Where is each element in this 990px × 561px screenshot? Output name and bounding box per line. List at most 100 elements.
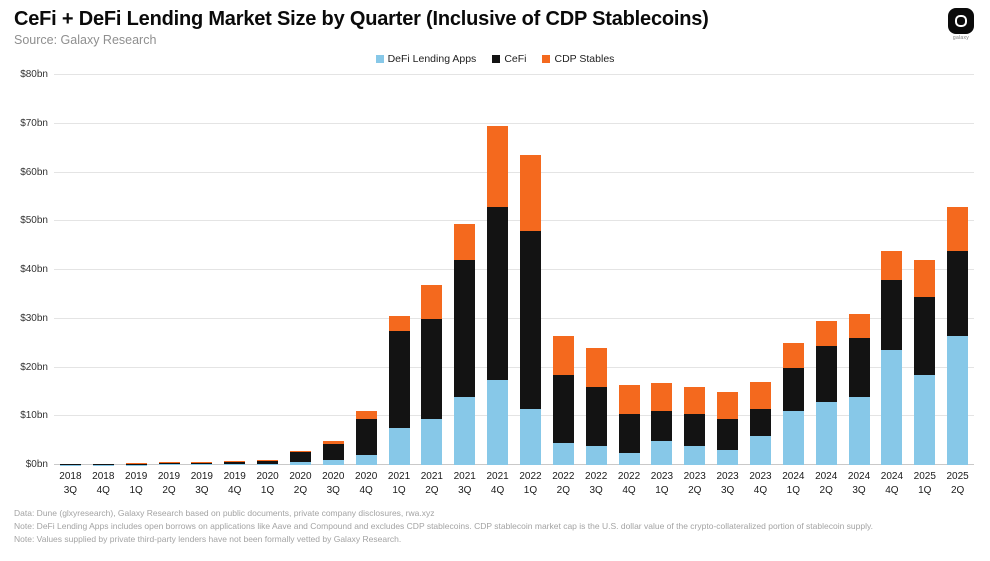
stacked-bar-2020-4Q[interactable] [355, 75, 377, 465]
stacked-bar-2019-2Q[interactable] [158, 75, 180, 465]
stacked-bar-2022-2Q[interactable] [552, 75, 574, 465]
bar-segment-cdp-stables[interactable] [881, 250, 903, 280]
bar-segment-cefi[interactable] [92, 464, 114, 465]
bar-segment-defi-lending-apps[interactable] [388, 428, 410, 465]
bar-segment-cdp-stables[interactable] [388, 316, 410, 331]
bar-segment-defi-lending-apps[interactable] [585, 445, 607, 465]
bar-segment-cdp-stables[interactable] [914, 260, 936, 297]
bar-segment-defi-lending-apps[interactable] [947, 335, 969, 465]
bar-segment-cdp-stables[interactable] [552, 335, 574, 375]
bar-segment-cefi[interactable] [257, 461, 279, 464]
stacked-bar-2023-3Q[interactable] [717, 75, 739, 465]
bar-segment-cdp-stables[interactable] [947, 206, 969, 251]
bar-segment-defi-lending-apps[interactable] [651, 440, 673, 465]
stacked-bar-2021-2Q[interactable] [421, 75, 443, 465]
bar-segment-cefi[interactable] [487, 206, 509, 380]
bar-segment-cdp-stables[interactable] [815, 321, 837, 346]
bar-segment-cdp-stables[interactable] [224, 461, 246, 463]
bar-segment-cefi[interactable] [355, 418, 377, 456]
bar-segment-cefi[interactable] [388, 330, 410, 429]
stacked-bar-2019-4Q[interactable] [224, 75, 246, 465]
bar-segment-cefi[interactable] [519, 231, 541, 409]
bar-segment-cefi[interactable] [815, 345, 837, 402]
stacked-bar-2022-3Q[interactable] [585, 75, 607, 465]
stacked-bar-2025-2Q[interactable] [947, 75, 969, 465]
bar-segment-defi-lending-apps[interactable] [257, 463, 279, 465]
stacked-bar-2022-4Q[interactable] [618, 75, 640, 465]
stacked-bar-2020-2Q[interactable] [289, 75, 311, 465]
bar-segment-cefi[interactable] [585, 387, 607, 446]
stacked-bar-2021-1Q[interactable] [388, 75, 410, 465]
stacked-bar-2023-1Q[interactable] [651, 75, 673, 465]
stacked-bar-2021-4Q[interactable] [487, 75, 509, 465]
stacked-bar-2018-3Q[interactable] [59, 75, 81, 465]
bar-segment-defi-lending-apps[interactable] [914, 374, 936, 465]
stacked-bar-2024-3Q[interactable] [848, 75, 870, 465]
bar-segment-defi-lending-apps[interactable] [552, 443, 574, 465]
bar-segment-cdp-stables[interactable] [355, 411, 377, 419]
bar-segment-cdp-stables[interactable] [322, 440, 344, 445]
bar-segment-defi-lending-apps[interactable] [848, 396, 870, 465]
bar-segment-defi-lending-apps[interactable] [289, 462, 311, 465]
bar-segment-defi-lending-apps[interactable] [158, 464, 180, 465]
stacked-bar-2019-3Q[interactable] [191, 75, 213, 465]
bar-segment-cdp-stables[interactable] [257, 460, 279, 462]
bar-segment-cdp-stables[interactable] [717, 391, 739, 419]
bar-segment-cefi[interactable] [158, 462, 180, 465]
bar-segment-cefi[interactable] [947, 250, 969, 336]
bar-segment-cdp-stables[interactable] [289, 450, 311, 453]
bar-segment-cefi[interactable] [684, 413, 706, 446]
bar-segment-cefi[interactable] [782, 367, 804, 412]
legend-item-cefi[interactable]: CeFi [492, 53, 526, 65]
bar-segment-cefi[interactable] [322, 444, 344, 461]
bar-segment-defi-lending-apps[interactable] [355, 455, 377, 465]
bar-segment-defi-lending-apps[interactable] [881, 350, 903, 465]
bar-segment-defi-lending-apps[interactable] [782, 411, 804, 465]
bar-segment-cdp-stables[interactable] [454, 223, 476, 261]
bar-segment-cefi[interactable] [454, 260, 476, 397]
stacked-bar-2024-4Q[interactable] [881, 75, 903, 465]
stacked-bar-2023-2Q[interactable] [684, 75, 706, 465]
bar-segment-cefi[interactable] [191, 462, 213, 465]
bar-segment-defi-lending-apps[interactable] [454, 396, 476, 465]
bar-segment-cdp-stables[interactable] [487, 126, 509, 207]
stacked-bar-2018-4Q[interactable] [92, 75, 114, 465]
legend-item-defi-lending-apps[interactable]: DeFi Lending Apps [375, 53, 476, 65]
stacked-bar-2022-1Q[interactable] [519, 75, 541, 465]
bar-segment-defi-lending-apps[interactable] [322, 460, 344, 465]
bar-segment-defi-lending-apps[interactable] [749, 435, 771, 465]
bar-segment-cdp-stables[interactable] [651, 383, 673, 412]
bar-segment-cdp-stables[interactable] [519, 155, 541, 231]
bar-segment-cefi[interactable] [421, 318, 443, 419]
bar-segment-cefi[interactable] [125, 463, 147, 465]
bar-segment-cefi[interactable] [651, 411, 673, 441]
bar-segment-cefi[interactable] [848, 338, 870, 397]
bar-segment-cdp-stables[interactable] [749, 382, 771, 409]
bar-segment-defi-lending-apps[interactable] [191, 464, 213, 465]
stacked-bar-2020-1Q[interactable] [257, 75, 279, 465]
bar-segment-defi-lending-apps[interactable] [421, 418, 443, 465]
bar-segment-cdp-stables[interactable] [585, 348, 607, 387]
bar-segment-cdp-stables[interactable] [848, 313, 870, 339]
legend-item-cdp-stables[interactable]: CDP Stables [542, 53, 614, 65]
bar-segment-cdp-stables[interactable] [618, 384, 640, 414]
bar-segment-defi-lending-apps[interactable] [519, 408, 541, 465]
bar-segment-defi-lending-apps[interactable] [717, 450, 739, 465]
stacked-bar-2020-3Q[interactable] [322, 75, 344, 465]
bar-segment-cdp-stables[interactable] [421, 284, 443, 319]
stacked-bar-2019-1Q[interactable] [125, 75, 147, 465]
bar-segment-cefi[interactable] [881, 279, 903, 351]
bar-segment-cdp-stables[interactable] [684, 387, 706, 414]
bar-segment-cefi[interactable] [552, 374, 574, 444]
bar-segment-cefi[interactable] [717, 418, 739, 451]
bar-segment-cefi[interactable] [914, 296, 936, 375]
bar-segment-defi-lending-apps[interactable] [487, 379, 509, 465]
bar-segment-defi-lending-apps[interactable] [618, 452, 640, 465]
bar-segment-defi-lending-apps[interactable] [815, 401, 837, 465]
bar-segment-defi-lending-apps[interactable] [224, 464, 246, 465]
bar-segment-cefi[interactable] [224, 462, 246, 465]
bar-segment-cefi[interactable] [618, 413, 640, 453]
bar-segment-cefi[interactable] [289, 452, 311, 463]
bar-segment-defi-lending-apps[interactable] [684, 445, 706, 465]
bar-segment-cefi[interactable] [749, 408, 771, 436]
